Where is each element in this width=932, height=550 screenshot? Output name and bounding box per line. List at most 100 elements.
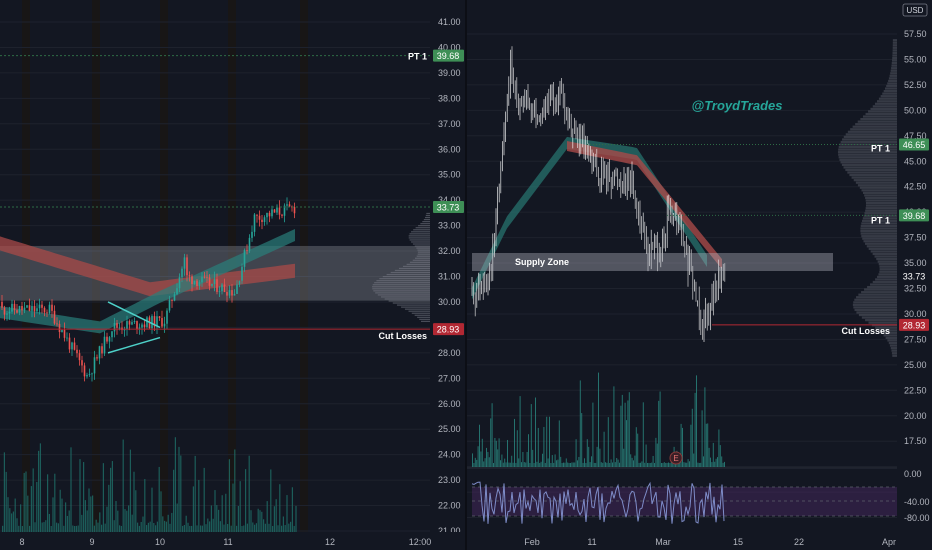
volume-bar: [602, 462, 604, 467]
profile-bar: [857, 184, 897, 187]
volume-bar: [628, 392, 630, 467]
volume-bar: [592, 402, 594, 467]
supply-zone-label: Supply Zone: [515, 257, 569, 267]
volume-bar: [79, 459, 81, 532]
candle-body: [253, 214, 256, 232]
candle-body: [238, 280, 241, 285]
volume-bar: [711, 462, 713, 467]
profile-bar: [837, 151, 897, 154]
volume-bar: [147, 522, 149, 532]
candle-body: [196, 280, 198, 287]
candle-body: [231, 290, 233, 296]
time-axis-bg: [467, 532, 932, 550]
price-tick-label: 25.00: [438, 424, 461, 434]
volume-bar: [557, 459, 559, 467]
volume-bar: [106, 506, 108, 532]
volume-bar: [508, 462, 510, 467]
volume-bar: [665, 462, 667, 467]
candle-body: [241, 266, 243, 281]
right-chart-canvas[interactable]: E Supply Zone PT 1 PT 1 Cut Losses 57.50 55…: [467, 0, 932, 550]
volume-bar: [113, 520, 115, 532]
volume-bar: [698, 462, 700, 467]
candle-body: [276, 207, 278, 213]
candle-body: [113, 323, 116, 332]
profile-bar: [868, 321, 897, 324]
profile-bar: [892, 44, 897, 47]
ema-ribbon-red: [567, 140, 722, 270]
candle-body: [178, 277, 181, 289]
cut-price-tag: 28.93: [437, 325, 460, 335]
profile-bar: [416, 255, 430, 257]
profile-bar: [372, 286, 430, 288]
profile-bar: [889, 74, 897, 77]
profile-bar: [865, 204, 897, 207]
volume-bar: [9, 508, 11, 532]
volume-bar: [151, 487, 153, 532]
left-chart-canvas[interactable]: PT 1 Cut Losses 41.00 40.00 39.00 38.00 37.00…: [0, 0, 466, 550]
volume-bar: [661, 462, 662, 467]
volume-bar: [610, 459, 612, 467]
right-chart-pane[interactable]: E Supply Zone PT 1 PT 1 Cut Losses 57.50 55…: [467, 0, 932, 550]
volume-bar: [18, 525, 20, 532]
rsi-oscillator-pane[interactable]: [467, 467, 932, 524]
candle-body: [201, 276, 203, 283]
volume-bar: [656, 443, 658, 467]
volume-bar: [5, 471, 7, 532]
volume-bar: [47, 474, 49, 532]
profile-bar: [855, 123, 897, 126]
profile-bar: [838, 156, 897, 159]
volume-bar: [620, 405, 622, 467]
volume-bar: [88, 488, 90, 532]
volume-bar: [700, 462, 702, 467]
volume-bar: [57, 523, 59, 532]
volume-bar: [200, 525, 202, 532]
time-axis[interactable]: Feb 11 Mar 15 22 Apr: [467, 532, 932, 550]
profile-bar: [887, 339, 897, 342]
candle-body: [198, 282, 201, 287]
time-tick-label: Apr: [882, 537, 896, 547]
profile-bar: [865, 112, 897, 116]
profile-bar: [879, 265, 897, 268]
candle-body: [66, 337, 68, 339]
currency-badge[interactable]: [902, 3, 928, 17]
supply-zone-box[interactable]: Supply Zone: [472, 253, 833, 271]
price-axis[interactable]: 41.00 40.00 39.00 38.00 37.00 36.00 35.00 34.00…: [430, 0, 466, 550]
left-chart-pane[interactable]: PT 1 Cut Losses 41.00 40.00 39.00 38.00 37.00…: [0, 0, 466, 550]
volume-bar: [75, 525, 77, 532]
profile-bar: [417, 249, 430, 251]
profile-bar: [872, 280, 897, 284]
volume-bar: [275, 499, 277, 532]
profile-bar: [861, 219, 897, 222]
profile-bar: [854, 308, 897, 312]
volume-bar: [718, 429, 720, 467]
volume-bar: [182, 525, 184, 532]
pane-divider[interactable]: [465, 0, 467, 550]
volume-bar: [234, 449, 236, 532]
time-tick-label: 11: [223, 537, 232, 547]
candle-body: [76, 349, 78, 354]
volume-bar: [571, 462, 573, 467]
price-axis[interactable]: 57.5055.0052.5050.0047.5045.0042.5040.00…: [897, 0, 932, 550]
profile-bar: [867, 285, 897, 289]
volume-bar: [724, 461, 725, 467]
time-axis[interactable]: 8 9 10 11 12 12:00: [0, 532, 466, 550]
candle-body: [23, 307, 26, 311]
volume-bar: [25, 471, 27, 532]
price-tick-label: 22.50: [904, 385, 927, 395]
volume-bar: [477, 446, 479, 467]
profile-bar: [390, 271, 430, 274]
earnings-marker[interactable]: [669, 451, 683, 465]
volume-bar: [185, 515, 187, 532]
candle-body: [203, 276, 206, 278]
candle-body: [171, 300, 173, 301]
volume-bar: [495, 440, 497, 467]
profile-bar: [417, 253, 430, 255]
volume-bar: [29, 525, 31, 532]
supply-zone-rect[interactable]: [472, 253, 833, 271]
volume-bar: [526, 451, 528, 467]
candle-body: [281, 214, 283, 216]
profile-bar: [888, 77, 897, 80]
trendline: [107, 336, 161, 354]
price-level-lines: PT 1 PT 1 Cut Losses: [587, 143, 897, 336]
profile-bar: [892, 56, 897, 60]
